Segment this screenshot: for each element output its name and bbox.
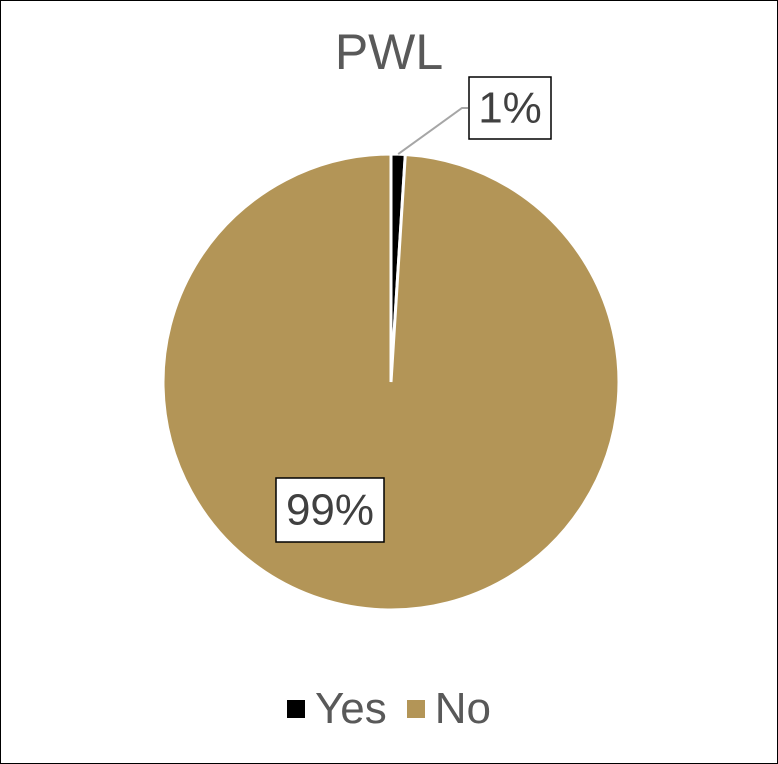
legend-label-no: No [434,684,492,733]
leader-line-yes [397,107,468,155]
pie-slice-no [161,152,621,612]
legend-swatch-yes [286,700,305,718]
legend-label-yes: Yes [314,684,387,733]
chart-title: PWL [334,24,444,80]
legend-item-yes: Yes [286,684,387,734]
legend-item-no: No [406,684,492,734]
data-label-yes: 1% [478,84,542,133]
data-label-no: 99% [286,486,374,535]
data-label-box-no [275,477,385,543]
legend-swatch-no [406,700,425,718]
legend: Yes No [0,684,778,734]
data-label-box-yes [468,76,552,140]
